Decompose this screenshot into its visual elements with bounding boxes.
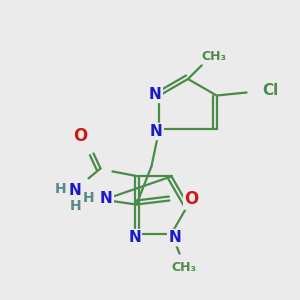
Text: N: N — [168, 230, 181, 245]
Text: N: N — [128, 230, 141, 245]
Text: N: N — [149, 87, 162, 102]
Text: O: O — [184, 190, 199, 208]
Text: CH₃: CH₃ — [171, 261, 196, 274]
Text: N: N — [100, 191, 113, 206]
Text: Cl: Cl — [262, 83, 279, 98]
Text: H: H — [55, 182, 66, 197]
Text: H: H — [70, 200, 81, 213]
Text: N: N — [69, 183, 82, 198]
Text: N: N — [150, 124, 163, 139]
Text: H: H — [82, 191, 94, 206]
Text: CH₃: CH₃ — [202, 50, 226, 64]
Text: O: O — [74, 128, 88, 146]
